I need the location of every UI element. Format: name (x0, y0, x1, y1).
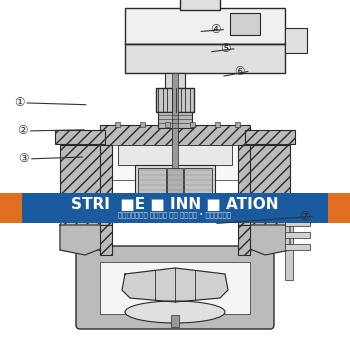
Bar (140, 122, 145, 127)
Bar (238, 145, 250, 225)
Bar (158, 112, 192, 128)
Bar (238, 225, 250, 255)
Bar (285, 220, 293, 280)
Polygon shape (240, 225, 290, 255)
Polygon shape (122, 268, 228, 302)
Bar (118, 145, 232, 165)
Bar (172, 128, 178, 168)
Bar (60, 145, 110, 225)
Text: ⑥: ⑥ (234, 65, 245, 78)
Bar (184, 168, 212, 216)
Text: ④: ④ (210, 23, 220, 36)
Bar (115, 122, 120, 127)
Text: アクチュエータ 客户专属 请勿 转发方案 • 上海始高阀门: アクチュエータ 客户专属 请勿 转发方案 • 上海始高阀门 (119, 211, 231, 218)
Bar (167, 168, 183, 216)
Text: ⑤: ⑤ (220, 42, 231, 55)
Bar (285, 232, 310, 238)
Bar (328, 193, 350, 223)
Bar (110, 145, 240, 180)
Bar (285, 28, 307, 53)
Bar (138, 168, 166, 216)
Bar (285, 220, 310, 226)
Polygon shape (60, 225, 110, 255)
Bar (100, 225, 112, 255)
Text: ②: ② (18, 124, 28, 138)
Text: ①: ① (14, 96, 24, 110)
Bar (55, 130, 105, 144)
FancyBboxPatch shape (76, 246, 274, 329)
Bar (245, 130, 295, 144)
Bar (240, 225, 290, 250)
Bar (156, 88, 194, 112)
Bar (285, 244, 310, 250)
Bar (125, 8, 285, 44)
Bar (60, 225, 110, 250)
Bar (235, 122, 240, 127)
Bar (100, 145, 112, 225)
Bar (190, 122, 195, 127)
Bar (125, 44, 285, 73)
Bar (215, 122, 220, 127)
Bar (100, 125, 250, 147)
Bar (172, 73, 178, 148)
Bar (135, 165, 215, 220)
Bar (100, 262, 250, 314)
Bar (165, 122, 170, 127)
Bar (22, 193, 328, 223)
Bar (171, 315, 179, 327)
Text: STRI  ■E ■ INN ■ ATION: STRI ■E ■ INN ■ ATION (71, 197, 279, 212)
Bar (165, 73, 185, 88)
Bar (180, 0, 220, 10)
Text: ③: ③ (19, 152, 29, 165)
Ellipse shape (125, 301, 225, 323)
Bar (240, 145, 290, 225)
Text: ⑦: ⑦ (299, 210, 310, 223)
Bar (0, 193, 22, 223)
Bar (230, 13, 260, 35)
